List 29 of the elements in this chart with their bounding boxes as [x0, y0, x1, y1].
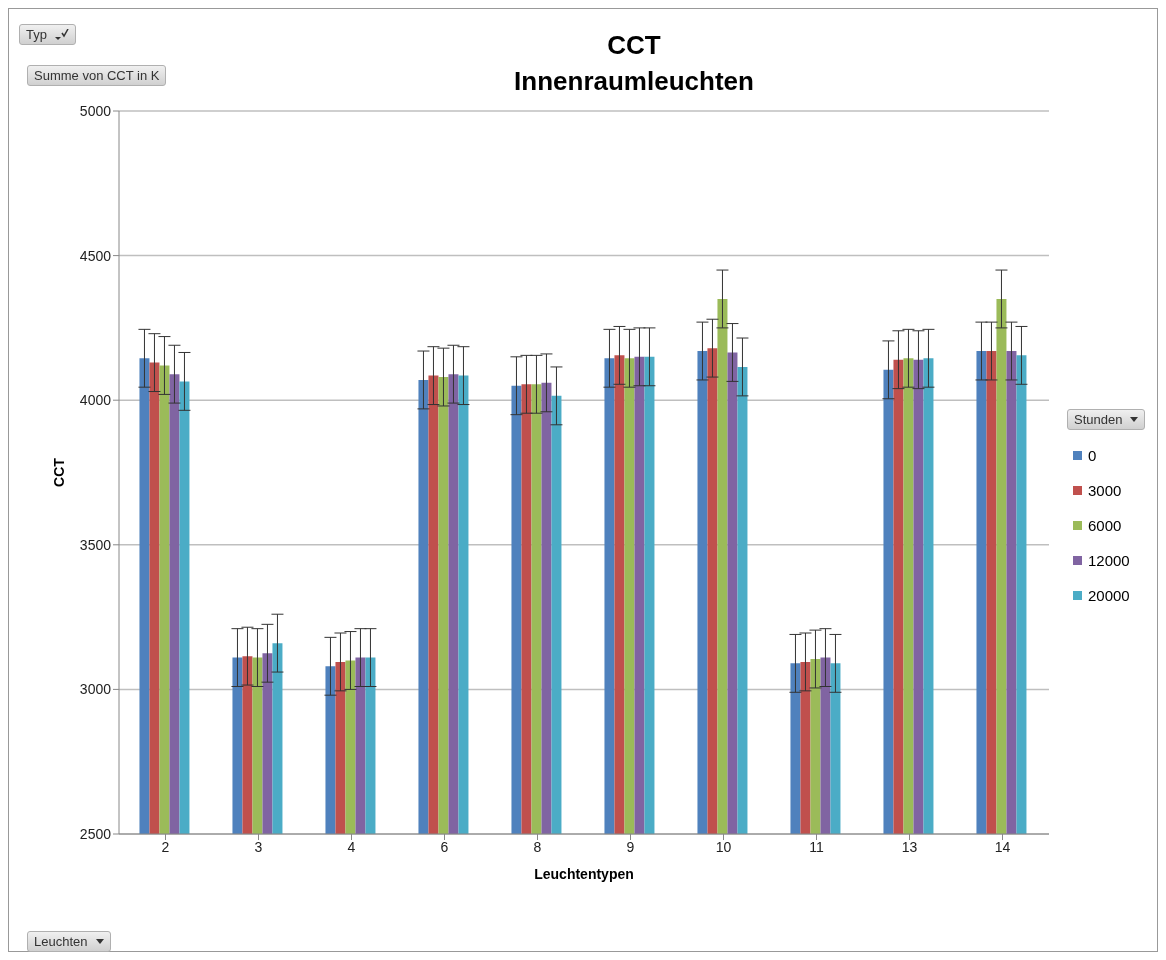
y-tick-label: 3500: [79, 536, 112, 553]
x-tick-label: 13: [901, 838, 918, 855]
y-tick-label: 3000: [79, 681, 112, 698]
text: Leuchten: [34, 934, 88, 949]
y-tick-label: 4500: [79, 247, 112, 264]
x-tick-label: 3: [254, 838, 263, 855]
y-tick-label: 4000: [79, 392, 112, 409]
text: Summe von CCT in K: [34, 68, 160, 83]
x-tick-label: 2: [161, 838, 170, 855]
legend-label: 12000: [1088, 552, 1130, 569]
legend-label: 0: [1088, 447, 1097, 464]
x-tick-label: 6: [440, 838, 449, 855]
x-tick-label: 8: [533, 838, 542, 855]
legend-title: Stunden: [1074, 412, 1123, 427]
y-axis-title: CCT: [50, 457, 67, 487]
x-tick-label: 10: [715, 838, 732, 855]
legend-label: 20000: [1088, 587, 1130, 604]
chart-subtitle: Innenraumleuchten: [513, 65, 755, 98]
legend-label: 6000: [1088, 517, 1122, 534]
y-tick-label: 2500: [79, 825, 112, 842]
x-tick-label: 11: [809, 838, 824, 855]
text: Typ: [26, 27, 47, 42]
x-tick-label: 4: [347, 838, 356, 855]
x-axis-title: Leuchtentypen: [534, 866, 634, 882]
legend-label: 3000: [1088, 482, 1122, 499]
chart-title: CCT: [606, 29, 662, 62]
x-tick-label: 14: [994, 838, 1011, 855]
x-tick-label: 9: [626, 838, 635, 855]
y-tick-label: 5000: [79, 102, 112, 119]
